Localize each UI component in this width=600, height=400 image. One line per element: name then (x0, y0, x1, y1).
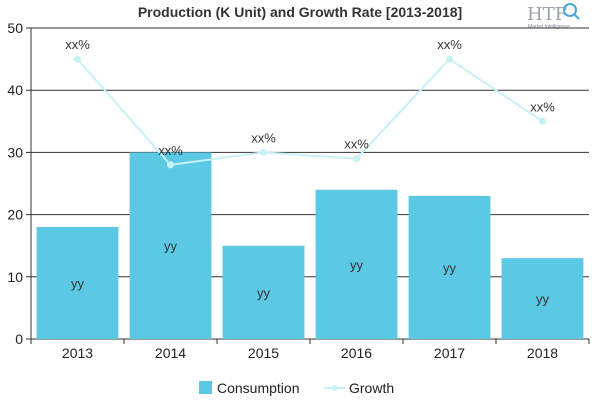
bar-data-label: yy (443, 260, 457, 275)
growth-data-label: xx% (344, 137, 369, 152)
logo-text: HTF (527, 4, 567, 25)
growth-point-2015 (260, 148, 267, 156)
y-tick-label: 50 (7, 20, 23, 36)
x-tick-label: 2018 (527, 345, 558, 361)
y-tick-label: 40 (7, 82, 23, 98)
x-tick-label: 2015 (248, 345, 279, 361)
bar-2017 (408, 195, 491, 339)
growth-point-2018 (539, 117, 546, 125)
line-series (74, 55, 546, 169)
bar-data-label: yy (257, 285, 271, 300)
legend: Consumption Growth (199, 380, 394, 396)
growth-line (76, 57, 544, 166)
logo: HTF Market Intelligence (527, 3, 580, 30)
growth-data-label: xx% (158, 143, 183, 158)
bar-2013 (36, 227, 119, 339)
growth-point-2013 (74, 55, 81, 63)
x-tick-label: 2013 (62, 345, 93, 361)
growth-data-label: xx% (437, 37, 462, 52)
growth-point-2016 (353, 155, 360, 163)
logo-subtext: Market Intelligence (528, 24, 570, 30)
x-tick-label: 2017 (434, 345, 465, 361)
axes: 0 10 20 30 40 50 2013 2014 2015 2016 2017 2018 (7, 20, 590, 361)
x-tick-label: 2016 (341, 345, 372, 361)
growth-data-label: xx% (251, 130, 276, 145)
bar-data-label: yy (536, 292, 550, 307)
bar-2018 (501, 258, 584, 339)
bar-series (36, 152, 584, 339)
magnifier-icon (563, 3, 580, 20)
legend-swatch-growth (324, 385, 345, 391)
growth-data-label: xx% (530, 99, 555, 114)
bar-labels: yy yy yy yy yy yy (71, 239, 550, 307)
bar-data-label: yy (164, 239, 178, 254)
bar-2016 (315, 189, 398, 339)
y-tick-label: 0 (15, 331, 23, 347)
x-tick-label: 2014 (155, 345, 186, 361)
y-tick-label: 20 (7, 207, 23, 223)
bar-2014 (129, 152, 212, 339)
legend-swatch-consumption (199, 381, 212, 394)
line-labels: xx% xx% xx% xx% xx% xx% (65, 37, 555, 158)
y-tick-label: 10 (7, 269, 23, 285)
growth-point-2017 (446, 55, 453, 63)
growth-data-label: xx% (65, 37, 90, 52)
growth-point-2014 (167, 161, 174, 169)
bar-2015 (222, 245, 305, 339)
bar-data-label: yy (71, 276, 85, 291)
y-tick-label: 30 (7, 144, 23, 160)
legend-label-growth: Growth (349, 380, 394, 396)
legend-label-consumption: Consumption (217, 380, 300, 396)
chart-title: Production (K Unit) and Growth Rate [201… (138, 4, 462, 20)
bar-data-label: yy (350, 257, 364, 272)
